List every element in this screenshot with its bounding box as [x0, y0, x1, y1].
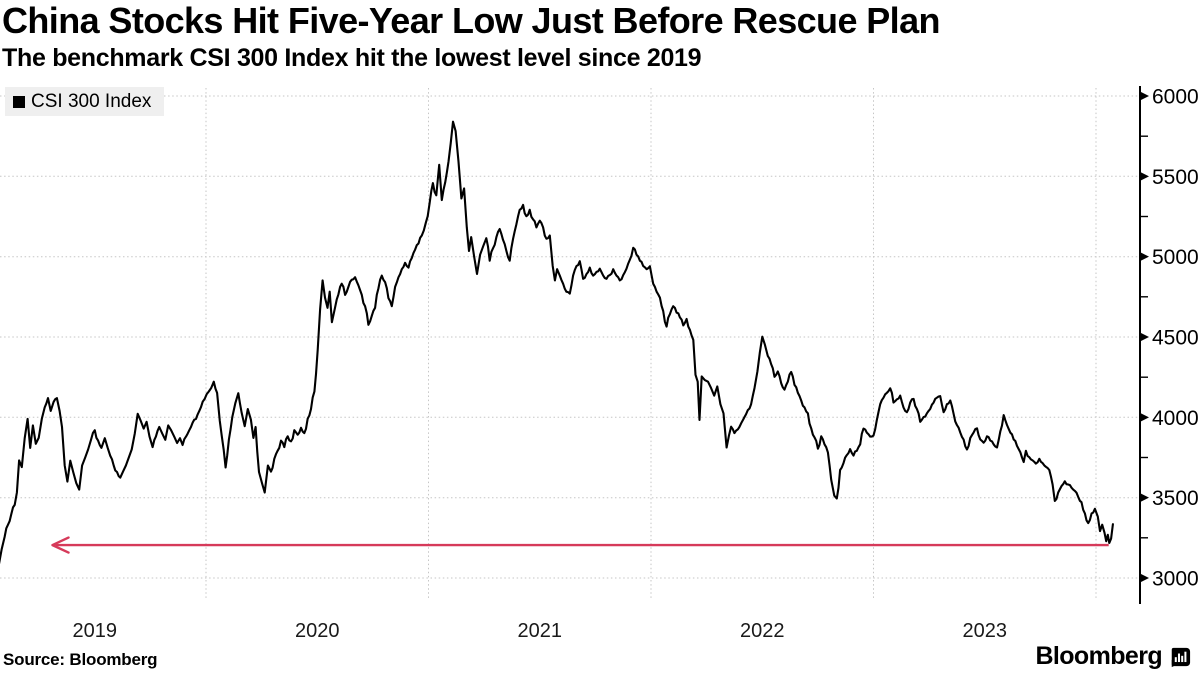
y-axis-major-tick	[1139, 573, 1149, 583]
page-subtitle: The benchmark CSI 300 Index hit the lowe…	[2, 44, 702, 72]
y-axis-label: 5500	[1152, 166, 1199, 189]
series-line-csi300	[0, 120, 1114, 565]
csi300-line-chart: 3000 3500 4000 4500 5000 5500 6000 2019 2020 2021…	[0, 86, 1199, 642]
y-axis-major-tick	[1139, 91, 1149, 101]
x-axis-label: 2023	[963, 620, 1008, 642]
y-axis-label: 4500	[1152, 327, 1199, 350]
y-axis-label: 5000	[1152, 246, 1199, 269]
bloomberg-logo-icon	[1171, 647, 1191, 667]
legend: CSI 300 Index	[5, 87, 165, 116]
y-axis-label: 6000	[1152, 86, 1199, 109]
page-title: China Stocks Hit Five-Year Low Just Befo…	[2, 0, 941, 41]
y-axis-major-tick	[1139, 332, 1149, 342]
x-axis-label: 2019	[73, 620, 118, 642]
y-axis-major-tick	[1139, 171, 1149, 182]
y-axis-label: 3000	[1152, 568, 1199, 591]
legend-label: CSI 300 Index	[31, 91, 152, 112]
y-axis-major-tick	[1139, 412, 1149, 423]
trend-arrow-head	[51, 536, 70, 554]
x-axis-label: 2020	[295, 620, 340, 642]
x-axis-label: 2022	[740, 620, 785, 642]
source-note: Source: Bloomberg	[3, 650, 158, 669]
y-axis-major-tick	[1139, 492, 1149, 503]
x-axis-label: 2021	[518, 620, 563, 642]
bloomberg-logo: Bloomberg	[1035, 642, 1191, 671]
y-axis-label: 4000	[1152, 407, 1199, 430]
bloomberg-wordmark: Bloomberg	[1035, 642, 1162, 670]
y-axis-label: 3500	[1152, 487, 1199, 510]
legend-swatch	[13, 95, 25, 108]
y-axis-major-tick	[1139, 251, 1149, 262]
